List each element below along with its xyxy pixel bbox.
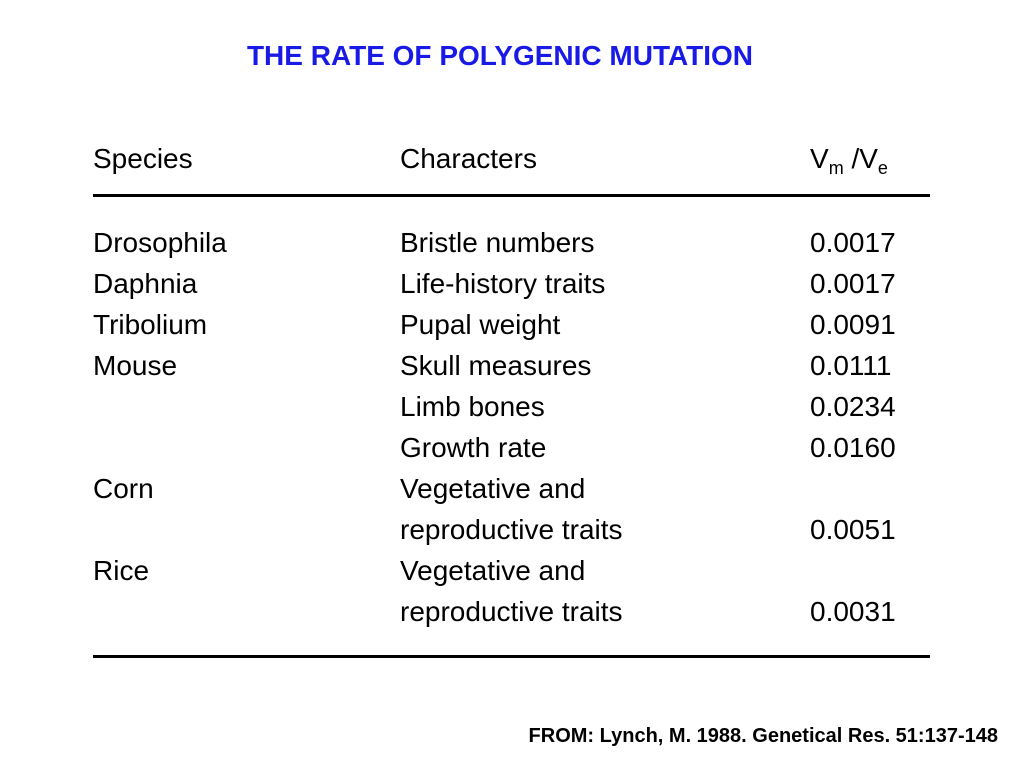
- table-row: Rice Vegetative and: [0, 552, 1024, 593]
- table-row: Limb bones 0.0234: [0, 388, 1024, 429]
- cell-value: 0.0091: [810, 309, 896, 340]
- cell-value: 0.0051: [810, 514, 896, 545]
- slide-title: THE RATE OF POLYGENIC MUTATION: [246, 40, 754, 71]
- cell-value: 0.0017: [810, 227, 896, 258]
- table-row: Tribolium Pupal weight 0.0091: [0, 306, 1024, 347]
- table-row: reproductive traits 0.0051: [0, 511, 1024, 552]
- table-header: Species Characters Vm /Ve: [0, 143, 1024, 183]
- cell-character: Life-history traits: [400, 268, 606, 299]
- header-ratio-sub-m: m: [828, 158, 844, 178]
- cell-species: Drosophila: [93, 227, 227, 258]
- cell-character: Limb bones: [400, 391, 545, 422]
- header-characters: Characters: [400, 143, 537, 174]
- cell-character: reproductive traits: [400, 596, 623, 627]
- header-ratio-v1: V: [810, 143, 829, 174]
- cell-value: 0.0111: [810, 350, 892, 381]
- header-ratio-sep: /V: [843, 143, 878, 174]
- table-row: Drosophila Bristle numbers 0.0017: [0, 224, 1024, 265]
- cell-character: Vegetative and: [400, 555, 586, 586]
- header-species: Species: [93, 143, 193, 174]
- table-row: reproductive traits 0.0031: [0, 593, 1024, 634]
- source-citation: FROM: Lynch, M. 1988. Genetical Res. 51:…: [528, 725, 998, 747]
- cell-character: reproductive traits: [400, 514, 623, 545]
- table-bottom-rule: [93, 655, 930, 658]
- header-ratio: Vm /Ve: [810, 143, 888, 179]
- cell-character: Growth rate: [400, 432, 547, 463]
- table-top-rule: [93, 194, 930, 197]
- cell-character: Pupal weight: [400, 309, 561, 340]
- table-row: Growth rate 0.0160: [0, 429, 1024, 470]
- cell-value: 0.0160: [810, 432, 896, 463]
- cell-character: Vegetative and: [400, 473, 586, 504]
- table-row: Daphnia Life-history traits 0.0017: [0, 265, 1024, 306]
- header-ratio-sub-e: e: [877, 158, 888, 178]
- cell-species: Corn: [93, 473, 154, 504]
- cell-value: 0.0031: [810, 596, 896, 627]
- cell-species: Rice: [93, 555, 150, 586]
- table-body: Drosophila Bristle numbers 0.0017 Daphni…: [0, 224, 1024, 634]
- cell-species: Tribolium: [93, 309, 208, 340]
- cell-species: Daphnia: [93, 268, 198, 299]
- cell-character: Skull measures: [400, 350, 592, 381]
- cell-character: Bristle numbers: [400, 227, 595, 258]
- table-row: Corn Vegetative and: [0, 470, 1024, 511]
- cell-value: 0.0234: [810, 391, 896, 422]
- cell-species: Mouse: [93, 350, 178, 381]
- cell-value: 0.0017: [810, 268, 896, 299]
- table-row: Mouse Skull measures 0.0111: [0, 347, 1024, 388]
